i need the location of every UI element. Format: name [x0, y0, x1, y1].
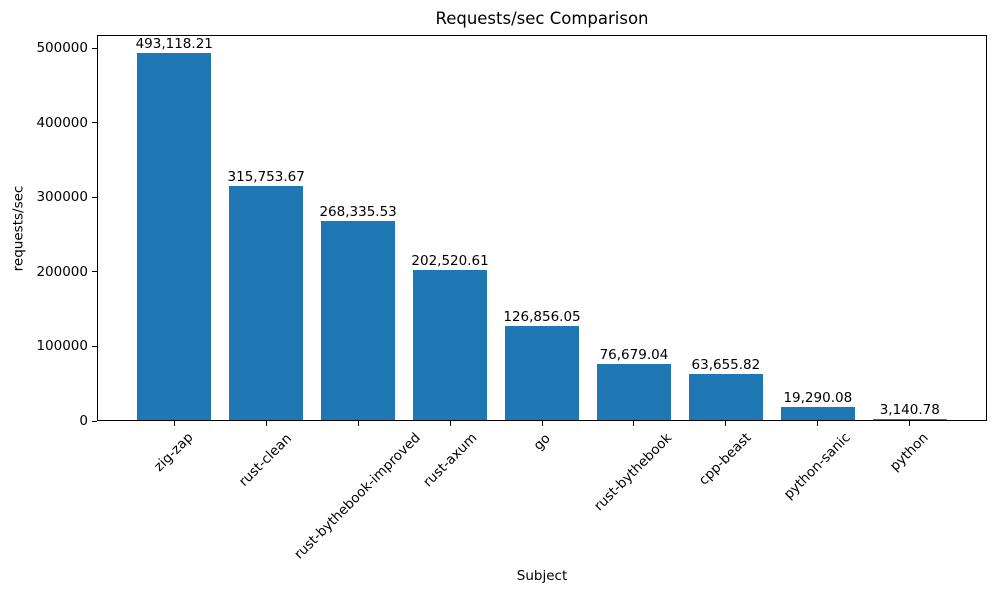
x-tick-mark — [173, 421, 175, 426]
x-tick-label: go — [529, 430, 554, 454]
x-tick-label: rust-axum — [419, 429, 480, 491]
x-tick-mark — [725, 421, 727, 426]
bar — [229, 185, 303, 421]
x-tick-mark — [633, 421, 635, 426]
bar — [872, 418, 947, 421]
bar-value-label: 63,655.82 — [691, 356, 761, 373]
y-tick-label: 200000 — [36, 263, 88, 280]
bar-value-label: 202,520.61 — [411, 253, 489, 270]
x-tick-mark — [357, 421, 359, 426]
y-tick-mark — [92, 345, 97, 347]
y-tick-label: 500000 — [36, 40, 88, 57]
y-tick-label: 100000 — [36, 338, 88, 355]
bar — [321, 220, 395, 421]
chart-title: Requests/sec Comparison — [435, 9, 649, 28]
bar — [781, 406, 855, 421]
y-tick-label: 300000 — [36, 189, 88, 206]
bar-value-label: 76,679.04 — [599, 346, 669, 363]
bar-value-label: 3,140.78 — [879, 401, 940, 418]
bar — [505, 326, 579, 421]
y-tick-mark — [92, 271, 97, 273]
x-axis-title: Subject — [516, 568, 568, 584]
y-tick-label: 400000 — [36, 114, 88, 131]
bar — [597, 363, 671, 421]
y-tick-mark — [92, 47, 97, 49]
x-tick-label: rust-bythebook-improved — [291, 430, 424, 563]
bar-value-label: 19,290.08 — [783, 389, 853, 406]
x-tick-label: zig-zap — [151, 429, 197, 476]
x-tick-label: python — [887, 429, 932, 475]
x-tick-label: python-sanic — [781, 429, 854, 503]
bar-value-label: 268,335.53 — [319, 203, 397, 220]
y-tick-mark — [92, 122, 97, 124]
y-tick-mark — [92, 420, 97, 422]
x-tick-mark — [449, 421, 451, 426]
bar — [137, 53, 211, 421]
bar-value-label: 493,118.21 — [135, 36, 213, 53]
bar-value-label: 126,856.05 — [503, 309, 581, 326]
bar — [689, 373, 763, 421]
y-tick-label: 0 — [79, 413, 88, 429]
x-tick-label: rust-bythebook — [591, 430, 676, 515]
x-tick-mark — [817, 421, 819, 426]
x-tick-label: cpp-beast — [696, 430, 755, 489]
x-tick-mark — [265, 421, 267, 426]
y-tick-mark — [92, 196, 97, 198]
bar — [413, 270, 487, 421]
y-axis-title: requests/sec — [10, 185, 27, 271]
bar-value-label: 315,753.67 — [227, 168, 305, 185]
x-tick-mark — [909, 421, 911, 426]
x-tick-mark — [541, 421, 543, 426]
x-tick-label: rust-clean — [236, 430, 296, 490]
